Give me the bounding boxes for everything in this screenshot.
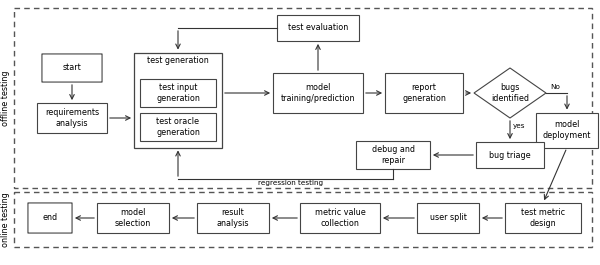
Text: test input
generation: test input generation [156,83,200,103]
Text: end: end [43,214,58,223]
FancyBboxPatch shape [134,52,222,148]
Text: model
selection: model selection [115,208,151,228]
Polygon shape [474,68,546,118]
Text: requirements
analysis: requirements analysis [45,108,99,128]
Text: debug and
repair: debug and repair [371,145,415,165]
FancyBboxPatch shape [505,203,581,233]
FancyBboxPatch shape [42,54,102,82]
Text: offline testing: offline testing [1,70,11,126]
Text: result
analysis: result analysis [217,208,249,228]
FancyBboxPatch shape [277,15,359,41]
Bar [14,8,592,188]
Text: user split: user split [430,214,466,223]
FancyBboxPatch shape [476,142,544,168]
Text: test oracle
generation: test oracle generation [156,117,200,137]
Text: No: No [550,84,560,90]
FancyBboxPatch shape [300,203,380,233]
FancyBboxPatch shape [417,203,479,233]
FancyBboxPatch shape [273,73,363,113]
Text: regression testing: regression testing [258,180,323,186]
FancyBboxPatch shape [356,141,430,169]
Text: metric value
collection: metric value collection [314,208,365,228]
Text: start: start [62,64,82,73]
FancyBboxPatch shape [140,113,216,141]
FancyBboxPatch shape [197,203,269,233]
Text: test generation: test generation [147,56,209,65]
FancyBboxPatch shape [140,79,216,107]
FancyBboxPatch shape [37,103,107,133]
Text: model
deployment: model deployment [543,120,591,140]
Text: bug triage: bug triage [489,151,531,160]
Text: online testing: online testing [1,192,11,247]
FancyBboxPatch shape [28,203,72,233]
Text: test metric
design: test metric design [521,208,565,228]
FancyBboxPatch shape [385,73,463,113]
Text: yes: yes [513,123,526,129]
Text: model
training/prediction: model training/prediction [281,83,355,103]
Text: report
generation: report generation [402,83,446,103]
Bar [14,192,592,247]
FancyBboxPatch shape [536,113,598,148]
Text: bugs
identified: bugs identified [491,83,529,103]
Text: test evaluation: test evaluation [288,24,348,33]
FancyBboxPatch shape [97,203,169,233]
